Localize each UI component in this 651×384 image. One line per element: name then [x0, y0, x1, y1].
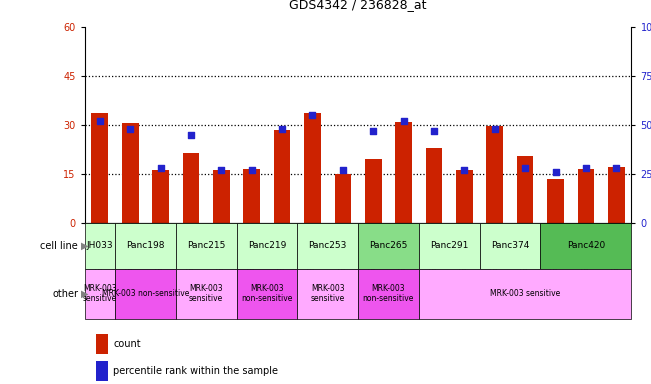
- Text: Panc219: Panc219: [248, 241, 286, 250]
- Text: count: count: [113, 339, 141, 349]
- Bar: [273, 130, 290, 223]
- Bar: [85, 269, 115, 319]
- Point: [277, 126, 287, 132]
- Point: [490, 126, 500, 132]
- Point: [611, 165, 622, 171]
- Text: MRK-003
sensitive: MRK-003 sensitive: [311, 284, 345, 303]
- Bar: [419, 223, 480, 269]
- Bar: [243, 169, 260, 223]
- Text: MRK-003
sensitive: MRK-003 sensitive: [189, 284, 223, 303]
- Bar: [298, 269, 358, 319]
- Bar: [577, 169, 594, 223]
- Bar: [91, 113, 108, 223]
- Bar: [213, 170, 230, 223]
- Bar: [456, 170, 473, 223]
- Bar: [395, 121, 412, 223]
- Text: GDS4342 / 236828_at: GDS4342 / 236828_at: [289, 0, 427, 12]
- Bar: [96, 334, 107, 354]
- Text: MRK-003
non-sensitive: MRK-003 non-sensitive: [242, 284, 292, 303]
- Text: cell line: cell line: [40, 241, 78, 251]
- Bar: [298, 223, 358, 269]
- Text: Panc265: Panc265: [369, 241, 408, 250]
- Point: [368, 127, 378, 134]
- Text: Panc198: Panc198: [126, 241, 165, 250]
- Bar: [236, 223, 298, 269]
- Point: [459, 167, 469, 173]
- Text: Panc374: Panc374: [491, 241, 529, 250]
- Bar: [152, 170, 169, 223]
- Bar: [176, 223, 236, 269]
- Bar: [426, 148, 443, 223]
- Point: [307, 112, 318, 118]
- Bar: [540, 223, 631, 269]
- Bar: [182, 152, 199, 223]
- Text: Panc215: Panc215: [187, 241, 225, 250]
- Bar: [85, 223, 115, 269]
- Text: ▶: ▶: [81, 289, 89, 299]
- Bar: [304, 113, 321, 223]
- Bar: [358, 269, 419, 319]
- Bar: [115, 223, 176, 269]
- Bar: [335, 174, 352, 223]
- Bar: [608, 167, 625, 223]
- Point: [216, 167, 227, 173]
- Bar: [236, 269, 298, 319]
- Bar: [547, 179, 564, 223]
- Bar: [115, 269, 176, 319]
- Bar: [419, 269, 631, 319]
- Text: MRK-003
non-sensitive: MRK-003 non-sensitive: [363, 284, 414, 303]
- Point: [581, 165, 591, 171]
- Bar: [176, 269, 236, 319]
- Bar: [486, 126, 503, 223]
- Bar: [96, 361, 107, 381]
- Text: JH033: JH033: [87, 241, 113, 250]
- Point: [156, 165, 166, 171]
- Point: [520, 165, 531, 171]
- Text: MRK-003
sensitive: MRK-003 sensitive: [83, 284, 117, 303]
- Bar: [358, 223, 419, 269]
- Text: MRK-003 non-sensitive: MRK-003 non-sensitive: [102, 289, 189, 298]
- Point: [125, 126, 135, 132]
- Point: [186, 131, 196, 138]
- Text: ▶: ▶: [81, 241, 89, 251]
- Bar: [480, 223, 540, 269]
- Bar: [365, 159, 381, 223]
- Point: [550, 169, 561, 175]
- Point: [398, 118, 409, 124]
- Text: Panc420: Panc420: [567, 241, 605, 250]
- Point: [247, 167, 257, 173]
- Text: other: other: [52, 289, 78, 299]
- Point: [94, 118, 105, 124]
- Point: [429, 127, 439, 134]
- Bar: [517, 156, 534, 223]
- Text: Panc253: Panc253: [309, 241, 347, 250]
- Text: Panc291: Panc291: [430, 241, 468, 250]
- Bar: [122, 123, 139, 223]
- Text: MRK-003 sensitive: MRK-003 sensitive: [490, 289, 561, 298]
- Point: [338, 167, 348, 173]
- Text: percentile rank within the sample: percentile rank within the sample: [113, 366, 278, 376]
